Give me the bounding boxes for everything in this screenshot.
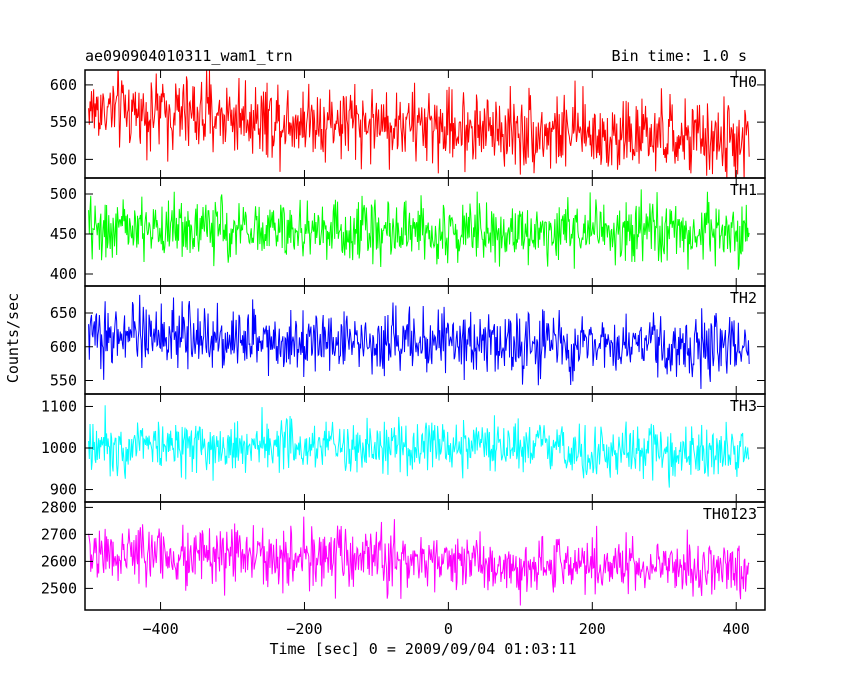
y-tick-label: 2800 <box>41 498 77 516</box>
y-tick-label: 900 <box>50 481 77 499</box>
x-tick-label: −200 <box>286 620 322 638</box>
panel-th1: 400 450 500 TH1 <box>50 177 766 287</box>
x-axis-label: Time [sec] 0 = 2009/09/04 01:03:11 <box>269 640 576 658</box>
y-tick-label: 450 <box>50 225 77 243</box>
series-line-th0123 <box>88 516 750 606</box>
y-tick-label: 550 <box>50 113 77 131</box>
panel-frame <box>84 501 766 611</box>
y-tick-label: 400 <box>50 265 77 283</box>
y-tick-label: 500 <box>50 150 77 168</box>
x-tick-label: 0 <box>444 620 453 638</box>
x-tick-label: −400 <box>142 620 178 638</box>
y-tick-label: 650 <box>50 304 77 322</box>
x-tick-label: 200 <box>579 620 606 638</box>
x-tick-label: 400 <box>723 620 750 638</box>
series-label: TH0 <box>730 73 757 91</box>
y-axis-label: Counts/sec <box>4 293 22 383</box>
series-label: TH1 <box>730 181 757 199</box>
series-line-th3 <box>88 405 750 488</box>
series-line-th1 <box>88 189 750 270</box>
y-tick-label: 1000 <box>41 439 77 457</box>
y-tick-label: 600 <box>50 338 77 356</box>
y-tick-label: 2700 <box>41 525 77 543</box>
bin-time-label: Bin time: 1.0 s <box>612 47 747 65</box>
series-line-th0 <box>88 70 750 178</box>
panel-th2: 550 600 650 TH2 <box>50 285 766 395</box>
y-tick-label: 2600 <box>41 552 77 570</box>
y-tick-label: 500 <box>50 185 77 203</box>
y-tick-label: 2500 <box>41 579 77 597</box>
series-label: TH2 <box>730 289 757 307</box>
y-tick-label: 1100 <box>41 397 77 415</box>
chart-title: ae090904010311_wam1_trn <box>85 47 293 65</box>
series-line-th2 <box>88 294 750 389</box>
series-label: TH3 <box>730 397 757 415</box>
panel-th3: 900 1000 1100 TH3 <box>41 393 766 503</box>
series-label: TH0123 <box>703 505 757 523</box>
panels: 500 550 600 TH0 400 450 500 TH1 550 600 650 TH2 900 1… <box>41 69 766 638</box>
y-tick-label: 600 <box>50 76 77 94</box>
panel-th0: 500 550 600 TH0 <box>50 69 766 179</box>
y-tick-label: 550 <box>50 372 77 390</box>
panel-th0123: 2500 2600 2700 2800 TH0123 <box>41 498 766 611</box>
